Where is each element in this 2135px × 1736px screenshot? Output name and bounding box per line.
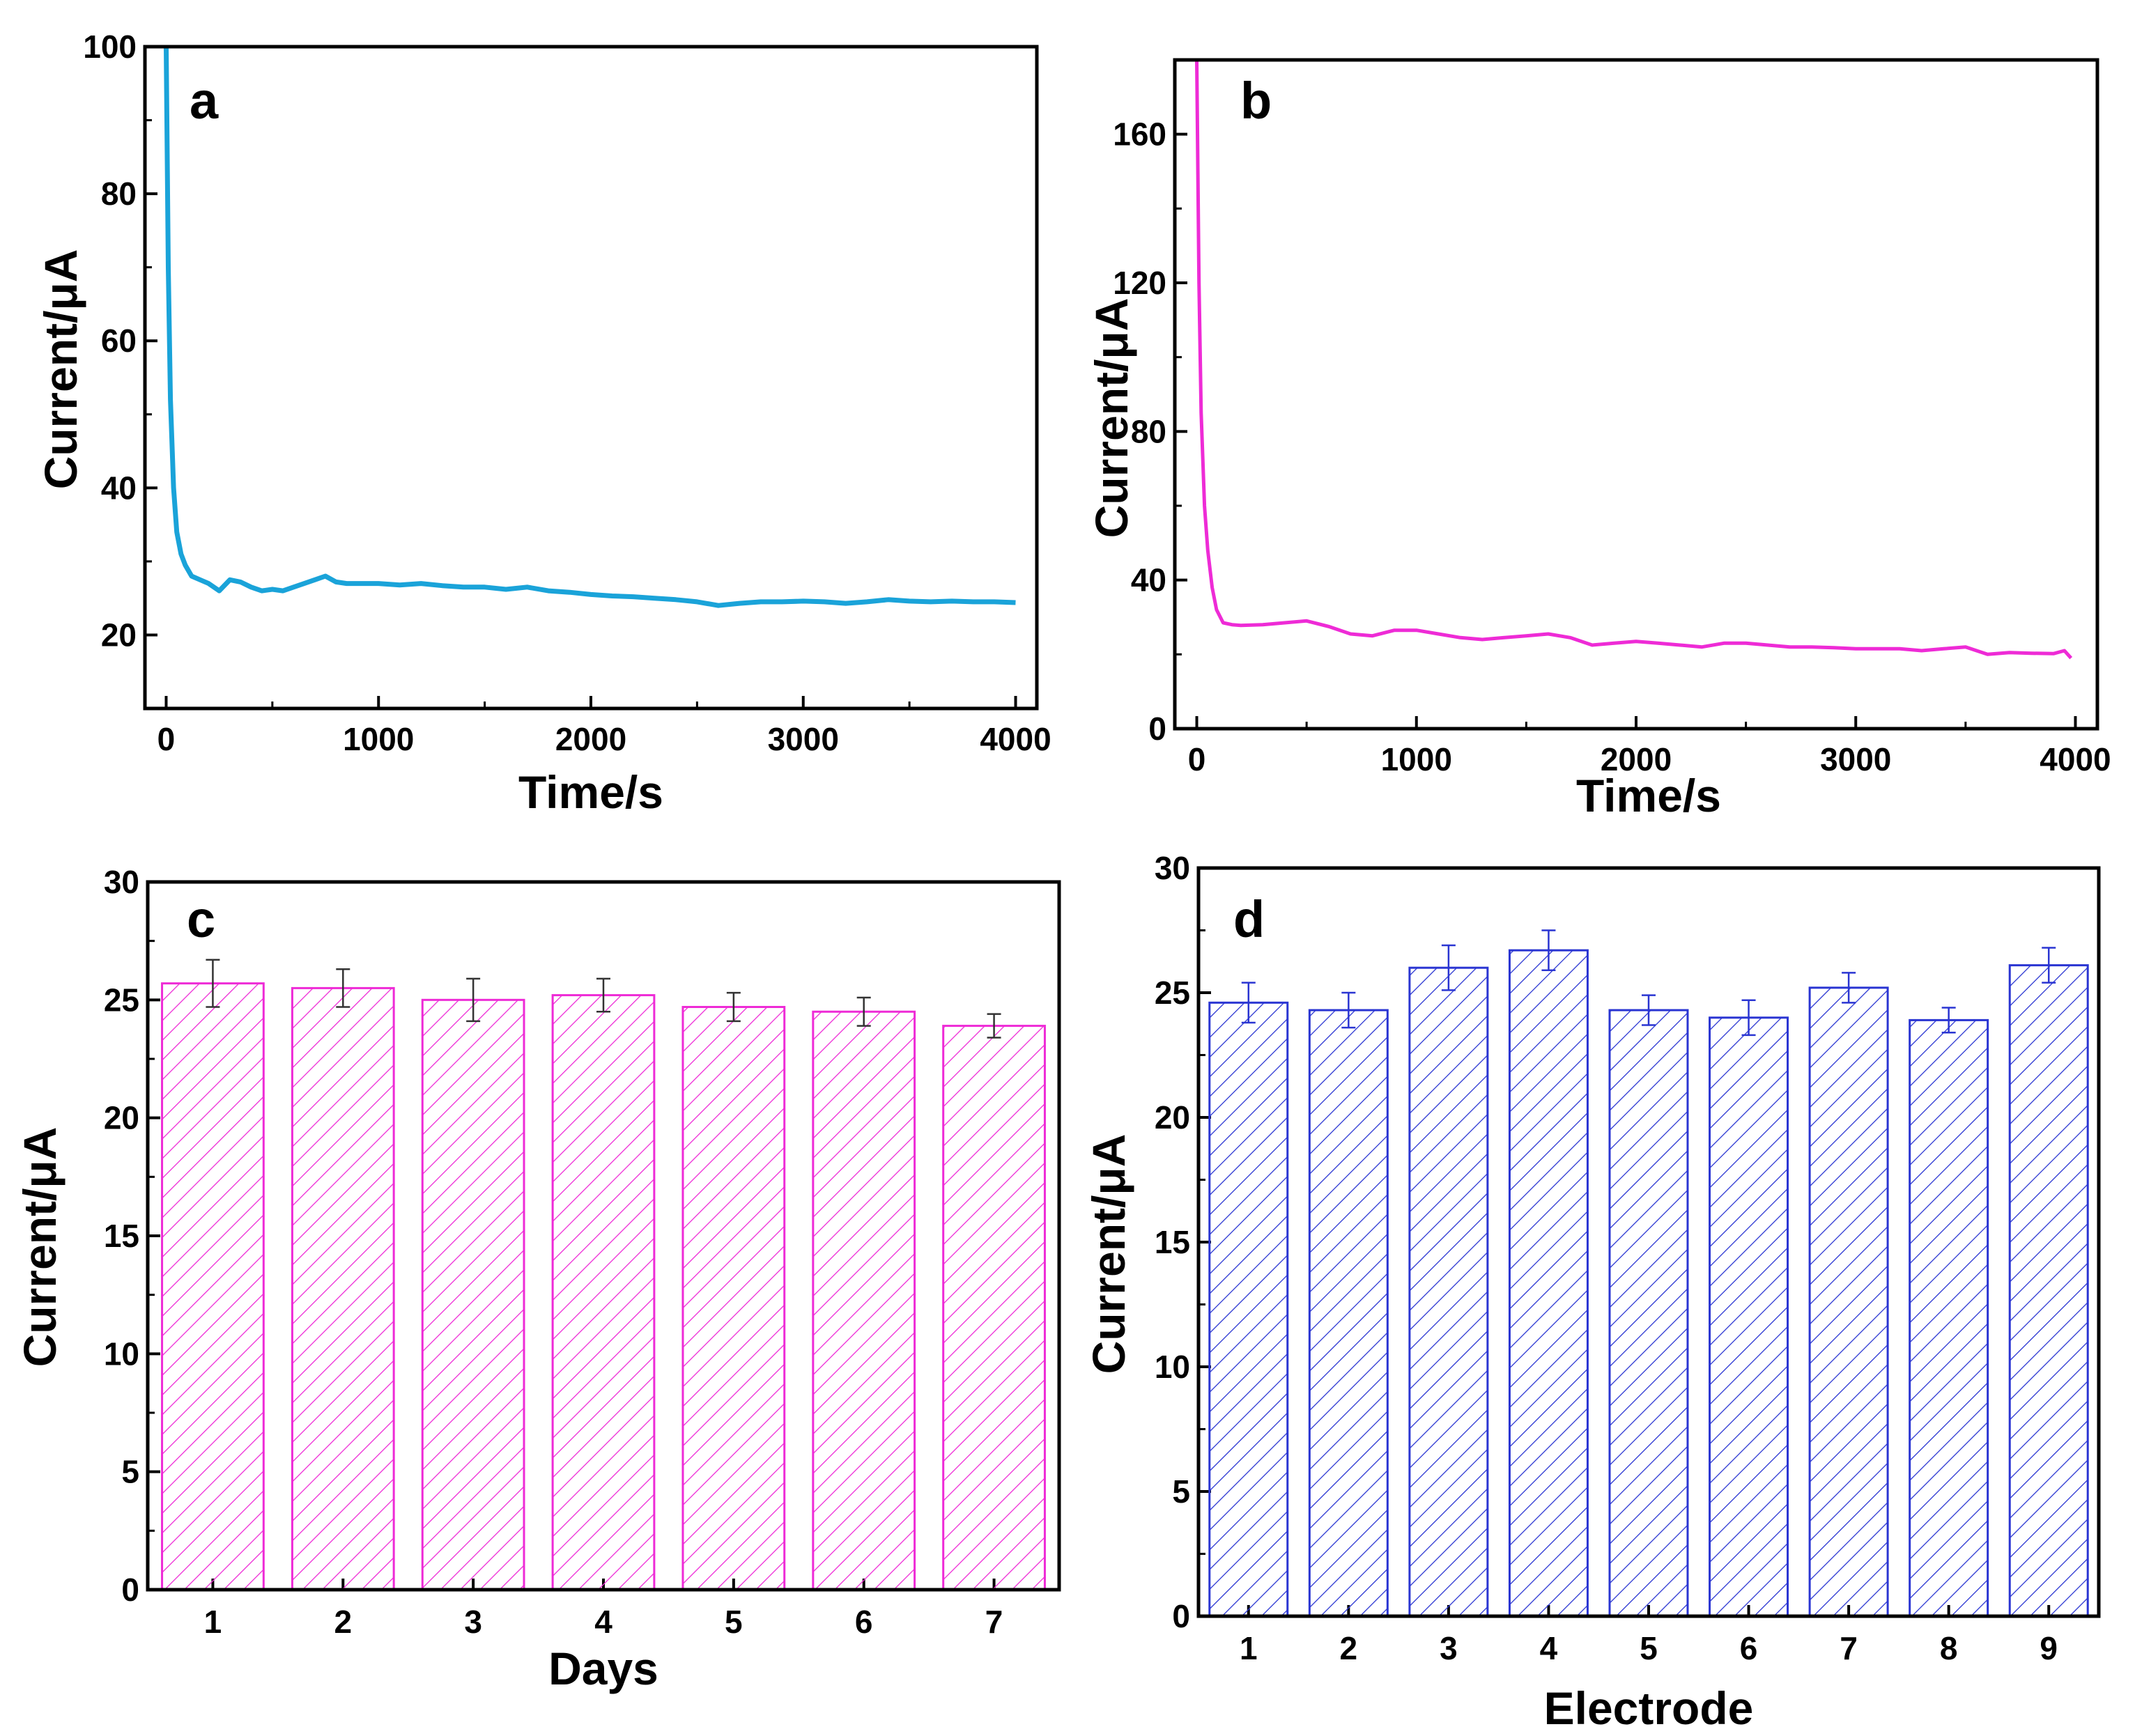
panel-c: c Days Current/μA 0 5 10 15 20 25 30 1 2 3 4 5 6 7	[14, 864, 1061, 1694]
panel-b-xtick-label: 1000	[1381, 741, 1452, 777]
panel-a-xtick-label: 1000	[343, 721, 414, 757]
panel-a-xtick-label: 0	[157, 721, 176, 757]
panel-d-ytick-label: 10	[1155, 1349, 1190, 1385]
panel-b-ytick-label: 40	[1131, 562, 1166, 598]
panel-c-ytick-label: 10	[104, 1335, 139, 1372]
panel-d-bar	[1208, 1001, 1289, 1618]
panel-c-ytick-label: 30	[104, 864, 139, 900]
panel-a-xtick-label: 3000	[768, 721, 839, 757]
panel-d-label: d	[1233, 890, 1265, 948]
panel-a-ytick-label: 40	[101, 470, 137, 506]
panel-b-ytick-label: 120	[1113, 265, 1166, 301]
panel-d-bar	[1608, 1009, 1689, 1618]
panel-a-xtick-label: 4000	[980, 721, 1051, 757]
panel-d-xtick-label: 3	[1440, 1630, 1458, 1666]
panel-c-bar	[681, 1005, 786, 1591]
panel-c-frame	[146, 880, 1061, 1592]
panel-a-ytick-label: 60	[101, 323, 137, 359]
panel-c-xtick-label: 1	[204, 1604, 222, 1640]
panel-d-bar	[1508, 949, 1589, 1618]
panel-d-xtick-label: 7	[1840, 1630, 1858, 1666]
panel-d-bar	[1408, 966, 1489, 1618]
panel-c-xtick-label: 5	[725, 1604, 743, 1640]
panel-b-frame	[1173, 58, 2099, 731]
panel-d-ytick-label: 0	[1172, 1598, 1190, 1634]
panel-a-xlabel: Time/s	[518, 766, 663, 818]
panel-c-xtick-label: 2	[334, 1604, 352, 1640]
panel-b-xtick-label: 4000	[2040, 741, 2111, 777]
panel-a-label: a	[190, 72, 219, 130]
panel-d-ytick-label: 5	[1172, 1473, 1190, 1510]
panel-a-ytick-label: 80	[101, 176, 137, 212]
panel-b-ylabel: Current/μA	[1086, 298, 1137, 538]
panel-a-series-line	[164, 46, 1016, 608]
panel-a-ytick-label: 20	[101, 617, 137, 653]
panel-d-ticks: 0 5 10 15 20 25 30 1 2 3 4 5 6 7 8 9	[1155, 850, 2058, 1666]
panel-c-bar	[161, 982, 265, 1591]
panel-b-xtick-label: 3000	[1820, 741, 1891, 777]
panel-c-marks	[161, 959, 1046, 1591]
panel-d-xlabel: Electrode	[1544, 1682, 1754, 1734]
panel-b-ticks: 0 40 80 120 160 0 1000 2000 3000 4000	[1113, 116, 2111, 777]
panel-b-ytick-label: 80	[1131, 413, 1166, 449]
panel-b-ytick-label: 0	[1148, 711, 1166, 747]
panel-b-series-line	[1195, 59, 2073, 660]
panel-d-bar	[2008, 964, 2089, 1618]
panel-d: d Electrode Current/μA 0 5 10 15 20 25 30 1 2 3 4 5…	[1083, 850, 2101, 1734]
panel-d-ytick-label: 25	[1155, 975, 1190, 1011]
panel-d-ytick-label: 30	[1155, 850, 1190, 886]
panel-d-xtick-label: 5	[1640, 1630, 1658, 1666]
panel-d-xtick-label: 6	[1740, 1630, 1758, 1666]
panel-a-marks	[164, 46, 1016, 608]
panel-c-ytick-label: 0	[121, 1572, 139, 1608]
panel-d-xtick-label: 2	[1340, 1630, 1358, 1666]
panel-c-ytick-label: 20	[104, 1100, 139, 1136]
panel-d-xtick-label: 8	[1940, 1630, 1958, 1666]
panel-b-ytick-label: 160	[1113, 116, 1166, 153]
panel-b: b Time/s Current/μA 0 40 80 120 160 0 1000 2000…	[1086, 58, 2111, 821]
panel-c-xtick-label: 6	[855, 1604, 873, 1640]
panel-a-frame	[143, 45, 1039, 711]
panel-a-ylabel: Current/μA	[35, 249, 86, 490]
panel-d-bar	[1308, 1009, 1389, 1618]
panel-c-xlabel: Days	[548, 1643, 658, 1694]
panel-d-xtick-label: 9	[2040, 1630, 2058, 1666]
panel-d-ytick-label: 20	[1155, 1099, 1190, 1136]
panel-d-bar	[1709, 1016, 1789, 1618]
panel-d-marks	[1208, 929, 2089, 1618]
panel-b-label: b	[1240, 72, 1272, 130]
panel-a-xtick-label: 2000	[555, 721, 626, 757]
panel-c-bar	[942, 1025, 1046, 1591]
panel-b-xtick-label: 0	[1188, 741, 1206, 777]
panel-c-bar	[812, 1010, 916, 1591]
panel-c-ytick-label: 15	[104, 1218, 139, 1254]
panel-b-xtick-label: 2000	[1601, 741, 1672, 777]
panel-d-frame	[1196, 866, 2101, 1618]
panel-c-bar	[291, 986, 395, 1591]
panel-c-label: c	[187, 890, 215, 948]
panel-a-ytick-label: 100	[83, 29, 137, 65]
panel-d-ytick-label: 15	[1155, 1224, 1190, 1260]
panel-c-bar	[421, 998, 525, 1591]
panel-c-ytick-label: 5	[121, 1454, 139, 1490]
panel-c-xtick-label: 3	[464, 1604, 482, 1640]
panel-d-xtick-label: 4	[1540, 1630, 1558, 1666]
panel-c-xtick-label: 7	[985, 1604, 1003, 1640]
panel-d-bar	[1808, 986, 1889, 1618]
panel-b-marks	[1195, 59, 2073, 660]
panel-c-bar	[551, 994, 656, 1591]
panel-d-bar	[1909, 1018, 1989, 1618]
panel-c-xtick-label: 4	[594, 1604, 612, 1640]
panel-c-ytick-label: 25	[104, 982, 139, 1018]
panel-b-xlabel: Time/s	[1576, 770, 1721, 821]
panel-c-ylabel: Current/μA	[14, 1127, 65, 1367]
panel-d-xtick-label: 1	[1240, 1630, 1258, 1666]
panel-d-ylabel: Current/μA	[1083, 1134, 1134, 1374]
